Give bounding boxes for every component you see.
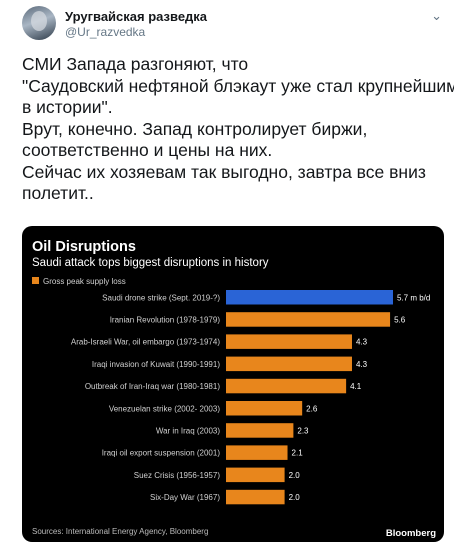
category-label: Venezuelan strike (2002- 2003) [109, 404, 221, 413]
value-label: 2.0 [289, 471, 301, 480]
oil-disruptions-chart: Oil Disruptions Saudi attack tops bigges… [32, 239, 436, 539]
chart-source: Sources: International Energy Agency, Bl… [32, 527, 208, 536]
category-label: Suez Crisis (1956-1957) [134, 471, 221, 480]
value-label: 2.6 [306, 404, 318, 413]
category-label: Iraqi invasion of Kuwait (1990-1991) [92, 360, 220, 369]
chart-subtitle: Saudi attack tops biggest disruptions in… [32, 257, 269, 269]
tweet-line: полетит.. [22, 183, 94, 203]
bar [226, 290, 393, 305]
category-label: Outbreak of Iran-Iraq war (1980-1981) [85, 382, 221, 391]
tweet-line: Сейчас их хозяевам так выгодно, завтра в… [22, 161, 426, 182]
bar [226, 423, 294, 438]
category-label: Iranian Revolution (1978-1979) [110, 315, 221, 324]
value-label: 4.1 [350, 382, 362, 391]
profile-avatar[interactable] [22, 6, 56, 40]
category-label: War in Iraq (2003) [156, 426, 221, 435]
bloomberg-logo: Bloomberg [386, 528, 436, 539]
bar [226, 334, 352, 349]
tweet-line: соответственно и цены на них. [22, 140, 273, 160]
tweet-line: "Саудовский нефтяной блэкаут уже стал кр… [22, 75, 454, 96]
value-label: 4.3 [356, 338, 368, 347]
value-label: 2.0 [289, 493, 301, 502]
bar [226, 378, 347, 394]
bar [226, 401, 303, 416]
tweet-text: СМИ Запада разгоняют, что "Саудовский не… [22, 54, 454, 205]
category-label: Saudi drone strike (Sept. 2019-?) [102, 293, 220, 302]
account-handle[interactable]: @Ur_razvedka [65, 25, 146, 39]
bar [226, 356, 352, 372]
account-name[interactable]: Уругвайская разведка [65, 9, 208, 24]
tweet-line: Врут, конечно. Запад контролирует биржи, [22, 118, 368, 139]
value-label: 5.7 m b/d [397, 293, 430, 302]
bar [226, 445, 288, 460]
bars-group: Saudi drone strike (Sept. 2019-?) 5.7 m b… [71, 290, 430, 505]
tweet-header: Уругвайская разведка @Ur_razvedka ⌄ [22, 6, 442, 46]
bar [226, 489, 285, 505]
chart-image[interactable]: Oil Disruptions Saudi attack tops bigges… [22, 226, 444, 542]
category-label: Iraqi oil export suspension (2001) [102, 449, 221, 458]
category-label: Six-Day War (1967) [150, 493, 220, 502]
tweet-line: СМИ Запада разгоняют, что [22, 54, 249, 74]
value-label: 5.6 [394, 315, 406, 324]
bar [226, 312, 391, 327]
value-label: 2.3 [297, 426, 309, 435]
legend-label: Gross peak supply loss [43, 277, 126, 286]
value-label: 4.3 [356, 360, 368, 369]
chevron-down-icon[interactable]: ⌄ [431, 8, 442, 23]
chart-title: Oil Disruptions [32, 239, 136, 255]
value-label: 2.1 [292, 449, 304, 458]
legend-swatch [32, 277, 39, 284]
bar [226, 467, 285, 483]
tweet-line: в истории". [22, 97, 113, 117]
category-label: Arab-Israeli War, oil embargo (1973-1974… [71, 338, 220, 347]
